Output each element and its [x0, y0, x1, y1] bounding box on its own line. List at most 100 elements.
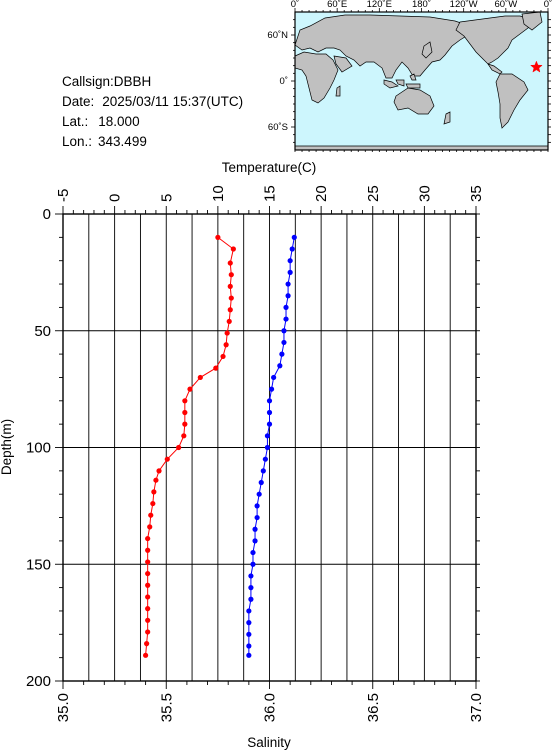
salinity-data-point — [266, 398, 273, 404]
temperature-data-point — [150, 500, 156, 507]
date-value: 2025/03/11 15:37(UTC) — [102, 94, 244, 109]
salinity-data-point — [264, 444, 271, 451]
salinity-data-point — [289, 246, 295, 252]
map-land-newzealand — [443, 111, 451, 125]
salinity-data-point — [252, 538, 258, 544]
temperature-data-point — [144, 641, 150, 647]
lat-value: 18.000 — [98, 114, 140, 129]
lon-value: 343.499 — [98, 134, 147, 149]
depth-tick-label: 100 — [26, 440, 51, 457]
salinity-data-point — [258, 479, 264, 486]
salinity-data-point — [246, 643, 252, 649]
salinity-tick-label: 36.0 — [262, 693, 279, 722]
chart-grid — [63, 214, 476, 681]
salinity-data-point — [283, 304, 289, 310]
map-ticks — [291, 8, 551, 152]
salinity-data-point — [287, 258, 293, 264]
salinity-data-point — [281, 339, 287, 346]
salinity-tick-label: 37.0 — [468, 693, 485, 722]
temperature-tick-label: 25 — [365, 185, 382, 202]
temperature-tick-label: 0 — [107, 194, 124, 202]
temperature-data-point — [228, 272, 234, 278]
salinity-data-point — [260, 468, 266, 474]
station-marker — [530, 60, 543, 73]
map-land-arabia — [333, 55, 353, 73]
salinity-data-point — [248, 596, 254, 602]
map-lon-label: 120˚E — [367, 0, 392, 10]
temperature-data-point — [215, 234, 221, 240]
temperature-data-point — [145, 535, 151, 542]
salinity-data-point — [254, 514, 260, 521]
lon-label: Lon.: — [62, 134, 93, 149]
salinity-tick-label: 36.5 — [365, 693, 382, 722]
salinity-data-point — [283, 316, 289, 322]
temperature-data-point — [227, 260, 233, 266]
location-map: 0˚ 60˚E 120˚E 180˚ 120˚W 60˚W 0˚ 60˚N 0˚ 60˚S — [267, 0, 552, 152]
salinity-tick-label: 35.0 — [55, 693, 72, 722]
map-land-indonesia — [383, 73, 421, 89]
depth-tick-label: 0 — [43, 206, 51, 223]
temperature-data-point — [182, 421, 188, 427]
salinity-data-point — [246, 652, 252, 658]
salinity-data-point — [291, 234, 297, 240]
temperature-data-point — [145, 629, 151, 635]
depth-axis-label: Depth(m) — [0, 419, 14, 475]
tick-labels: -5 0 5 10 15 20 25 30 35 35.0 35.5 36.0 36.5 37.0 0 50 1… — [26, 185, 485, 722]
salinity-data-point — [266, 409, 273, 416]
temperature-data-point — [197, 374, 203, 381]
temperature-data-point — [227, 307, 233, 313]
salinity-data-point — [262, 456, 268, 462]
temperature-data-point — [145, 570, 151, 577]
temperature-data-point — [145, 617, 151, 623]
map-land-japan — [421, 41, 433, 59]
salinity-data-point — [248, 573, 254, 579]
salinity-profile-line — [248, 237, 295, 656]
chart-series — [143, 234, 297, 658]
lat-row: Lat.: 18.000 — [62, 112, 243, 132]
salinity-data-point — [277, 363, 283, 369]
temperature-data-point — [182, 409, 188, 416]
map-lon-label: 0˚ — [544, 0, 552, 10]
temperature-tick-label: -5 — [55, 189, 72, 202]
temperature-data-point — [224, 330, 230, 336]
temperature-data-point — [226, 318, 232, 325]
map-land-south-america — [495, 73, 529, 129]
temperature-data-point — [145, 606, 151, 612]
map-land-north-america — [455, 15, 535, 65]
temperature-data-point — [145, 582, 151, 588]
temperature-data-point — [176, 444, 182, 451]
depth-tick-label: 200 — [26, 673, 51, 690]
station-star-marker — [530, 60, 543, 73]
map-labels: 0˚ 60˚E 120˚E 180˚ 120˚W 60˚W 0˚ 60˚N 0˚ 60˚S — [267, 0, 552, 133]
salinity-data-point — [250, 561, 256, 567]
salinity-data-point — [254, 503, 260, 509]
lon-row: Lon.: 343.499 — [62, 132, 243, 152]
map-land-madagascar — [335, 85, 341, 97]
salinity-data-point — [266, 421, 273, 427]
salinity-data-point — [287, 269, 293, 275]
temperature-tick-label: 15 — [262, 185, 279, 202]
salinity-tick-label: 35.5 — [158, 693, 175, 722]
map-lon-label: 0˚ — [291, 0, 299, 10]
temperature-data-point — [147, 524, 153, 530]
date-label: Date: — [62, 94, 95, 109]
temperature-data-point — [153, 477, 159, 483]
map-land-australia — [393, 87, 435, 115]
salinity-axis-label: Salinity — [247, 735, 291, 750]
salinity-data-point — [281, 328, 287, 334]
profile-chart: -5 0 5 10 15 20 25 30 35 35.0 35.5 36.0 36.5 37.0 0 50 1… — [0, 160, 485, 750]
callsign-row: Callsign:DBBH — [62, 72, 243, 92]
temperature-data-point — [230, 246, 236, 252]
temperature-data-point — [145, 594, 151, 600]
temperature-tick-label: 35 — [468, 185, 485, 202]
map-land-central-america — [487, 63, 503, 75]
map-lon-label: 60˚W — [494, 0, 517, 10]
temperature-data-point — [145, 547, 151, 553]
temperature-data-point — [164, 456, 170, 462]
map-lat-label: 0˚ — [280, 76, 288, 87]
map-lat-label: 60˚S — [268, 122, 288, 133]
salinity-data-point — [285, 293, 291, 299]
station-info: Callsign:DBBH Date: 2025/03/11 15:37(UTC)… — [62, 72, 243, 152]
temperature-data-point — [143, 652, 149, 658]
map-lon-label: 60˚E — [327, 0, 347, 10]
